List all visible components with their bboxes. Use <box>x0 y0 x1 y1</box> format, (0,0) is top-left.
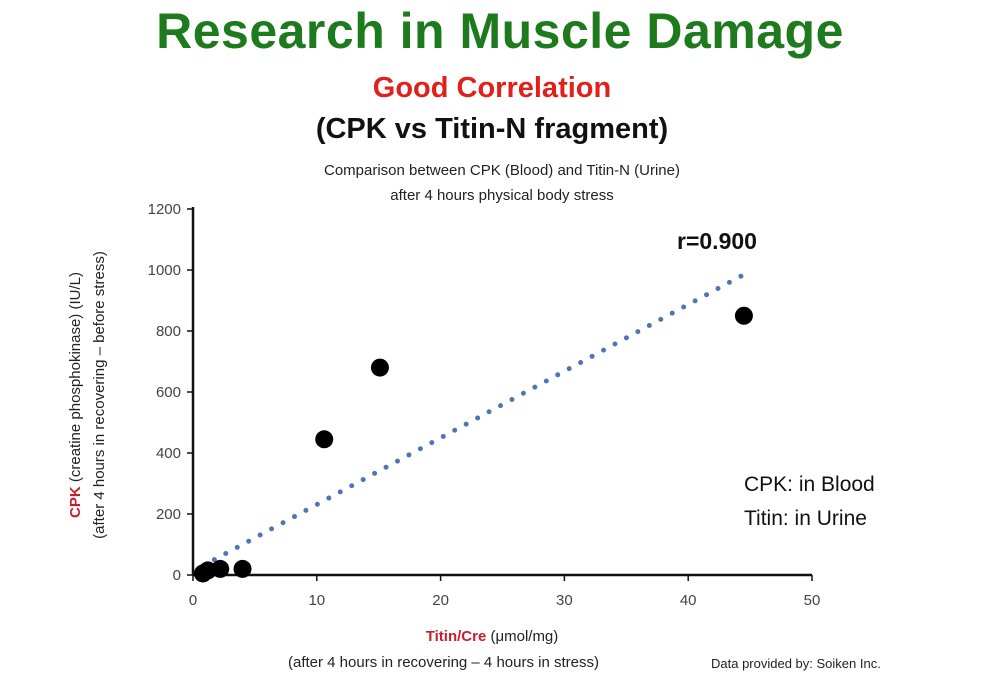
note-titin-in-urine: Titin: in Urine <box>744 507 867 530</box>
page-title: Research in Muscle Damage <box>156 3 844 59</box>
note-cpk-in-blood: CPK: in Blood <box>744 473 875 496</box>
data-point <box>211 559 230 578</box>
y-tick-label: 400 <box>156 445 181 462</box>
x-tick-label: 50 <box>804 592 821 609</box>
description-line-2: after 4 hours physical body stress <box>390 187 614 204</box>
data-point <box>315 430 334 449</box>
data-point <box>370 358 389 377</box>
y-tick-label: 1200 <box>148 201 181 218</box>
x-tick-label: 10 <box>308 592 325 609</box>
y-tick-label: 1000 <box>148 262 181 279</box>
y-tick-label: 0 <box>173 567 181 584</box>
correlation-coefficient-label: r=0.900 <box>677 228 757 254</box>
data-credit: Data provided by: Soiken Inc. <box>711 656 881 671</box>
description-line-1: Comparison between CPK (Blood) and Titin… <box>324 162 680 179</box>
x-tick-label: 40 <box>680 592 697 609</box>
x-tick-label: 20 <box>432 592 449 609</box>
data-point <box>233 559 252 578</box>
y-axis-label-line2: (after 4 hours in recovering – before st… <box>91 251 108 539</box>
x-tick-label: 0 <box>189 592 197 609</box>
x-axis-label-line2: (after 4 hours in recovering – 4 hours i… <box>288 654 599 671</box>
x-axis-label: Titin/Cre (μmol/mg) <box>0 628 984 645</box>
subtitle-cpk-vs-titin: (CPK vs Titin-N fragment) <box>315 113 669 145</box>
y-axis-label-rest: (creatine phosphokinase) (IU/L) <box>67 272 84 487</box>
trendline <box>200 272 747 569</box>
x-tick-label: 30 <box>556 592 573 609</box>
x-axis-label-unit: (μmol/mg) <box>486 628 559 645</box>
y-axis-label-main: CPK <box>67 486 84 518</box>
y-tick-label: 200 <box>156 506 181 523</box>
x-axis-label-main: Titin/Cre <box>425 628 487 645</box>
y-tick-label: 800 <box>156 323 181 340</box>
subtitle-good-correlation: Good Correlation <box>372 72 612 104</box>
data-point <box>734 306 753 325</box>
y-tick-label: 600 <box>156 384 181 401</box>
